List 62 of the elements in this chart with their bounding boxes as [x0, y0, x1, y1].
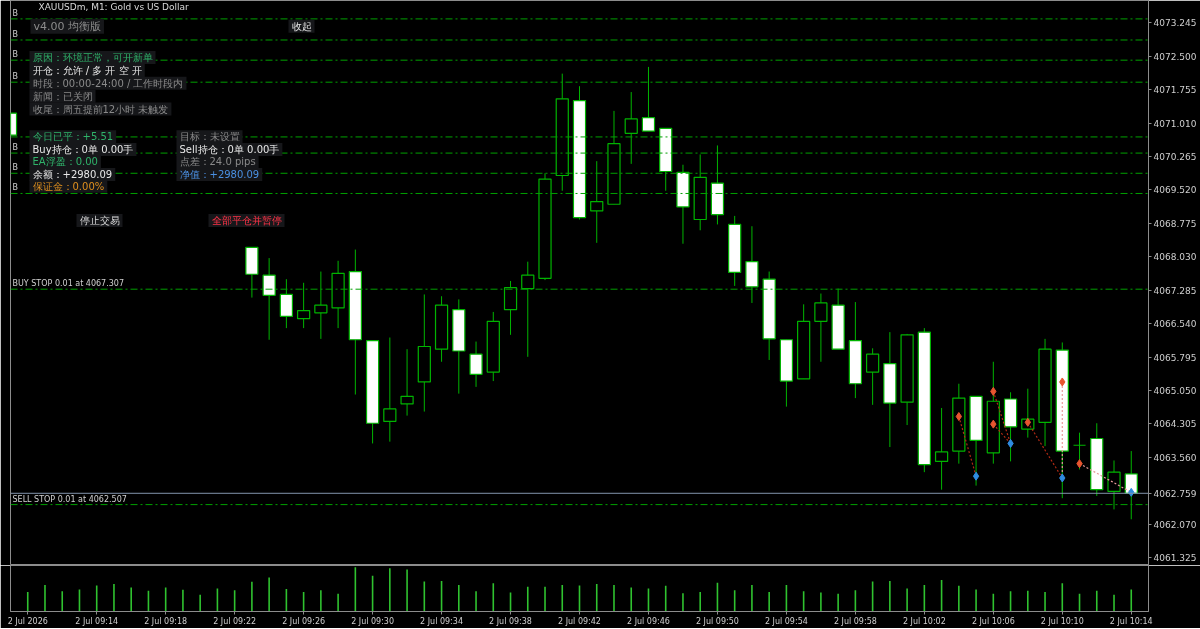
annotation: 收起 — [291, 20, 312, 32]
y-tick-label: 4062.070 — [1153, 519, 1197, 530]
x-tick-label: 2 Jul 10:10 — [1040, 616, 1084, 626]
annotation: 全部平仓并暂停 — [211, 214, 282, 226]
ref-line-label: 4062.759 — [1153, 488, 1197, 499]
y-tick-label: 4063.560 — [1153, 452, 1197, 463]
ref-line-label: B — [12, 8, 18, 18]
y-tick-label: 4071.755 — [1153, 85, 1197, 96]
x-tick-label: 2 Jul 09:14 — [75, 616, 119, 626]
ref-line-label: B — [12, 183, 18, 193]
annotation: 保证金：0.00% — [32, 180, 105, 192]
y-tick-label: 4069.520 — [1153, 185, 1197, 196]
y-tick-label: 4071.010 — [1153, 118, 1197, 129]
x-tick-label: 2 Jul 09:58 — [833, 616, 877, 626]
annotation: 余额：+2980.09 — [32, 168, 113, 180]
annotation: 净值：+2980.09 — [179, 168, 260, 180]
y-tick-label: 4061.325 — [1153, 553, 1197, 564]
annotation: 新闻：已关闭 — [32, 90, 93, 102]
x-tick-label: 2 Jul 09:54 — [764, 616, 808, 626]
x-tick-label: 2 Jul 09:38 — [489, 616, 532, 626]
y-tick-label: 4073.245 — [1153, 18, 1197, 29]
y-tick-label: 4067.285 — [1153, 285, 1197, 296]
ref-line-label: B — [12, 29, 18, 39]
annotation: Buy持仓：0单 0.00手 — [32, 144, 134, 156]
x-tick-label: 2 Jul 09:26 — [282, 616, 326, 626]
x-tick-label: 2 Jul 09:18 — [144, 616, 188, 626]
x-tick-label: 2 Jul 10:14 — [1109, 616, 1153, 626]
annotation: 停止交易 — [79, 214, 120, 226]
ref-line-label: SELL STOP 0.01 at 4062.507 — [12, 494, 127, 504]
y-tick-label: 4066.540 — [1153, 319, 1197, 330]
y-tick-label: 4065.795 — [1153, 352, 1197, 363]
x-tick-label: 2 Jul 10:02 — [902, 616, 946, 626]
x-tick-label: 2 Jul 2026 — [7, 616, 48, 626]
annotation: EA浮盈：0.00 — [32, 156, 98, 167]
ref-line-label: BUY STOP 0.01 at 4067.307 — [12, 279, 125, 289]
x-tick-label: 2 Jul 09:42 — [558, 616, 601, 626]
annotation: 开仓：允许 / 多 开 空 开 — [32, 64, 142, 76]
y-tick-label: 4068.775 — [1153, 218, 1197, 229]
y-tick-label: 4070.265 — [1153, 151, 1197, 162]
x-tick-label: 2 Jul 09:50 — [696, 616, 739, 626]
annotation: 原因：环境正常，可开新单 — [32, 52, 153, 64]
y-tick-label: 4064.305 — [1153, 419, 1197, 430]
x-tick-label: 2 Jul 09:46 — [627, 616, 670, 626]
y-tick-label: 4068.030 — [1153, 252, 1197, 263]
ref-line-label: B — [12, 72, 18, 82]
x-tick-label: 2 Jul 09:34 — [420, 616, 464, 626]
ref-line-label: B — [12, 143, 18, 153]
annotation: 时段：00:00-24:00 / 工作时段内 — [32, 77, 184, 89]
x-tick-label: 2 Jul 09:22 — [213, 616, 257, 626]
chart-title: XAUUSDm, M1: Gold vs US Dollar — [38, 1, 190, 12]
annotation: 点差：24.0 pips — [179, 156, 256, 167]
x-tick-label: 2 Jul 09:30 — [351, 616, 395, 626]
annotation: 目标：未设置 — [179, 131, 240, 143]
ref-line-label: B — [12, 163, 18, 173]
annotation: 收尾：周五提前12小时 未触发 — [32, 103, 169, 115]
annotation: 今日已平：+5.51 — [32, 131, 114, 143]
y-tick-label: 4065.050 — [1153, 385, 1197, 396]
x-tick-label: 2 Jul 10:06 — [971, 616, 1015, 626]
annotation: Sell持仓：0单 0.00手 — [179, 144, 280, 156]
ref-line-label: B — [12, 50, 18, 60]
y-tick-label: 4072.500 — [1153, 51, 1197, 62]
annotation: v4.00 均衡版 — [33, 19, 101, 33]
